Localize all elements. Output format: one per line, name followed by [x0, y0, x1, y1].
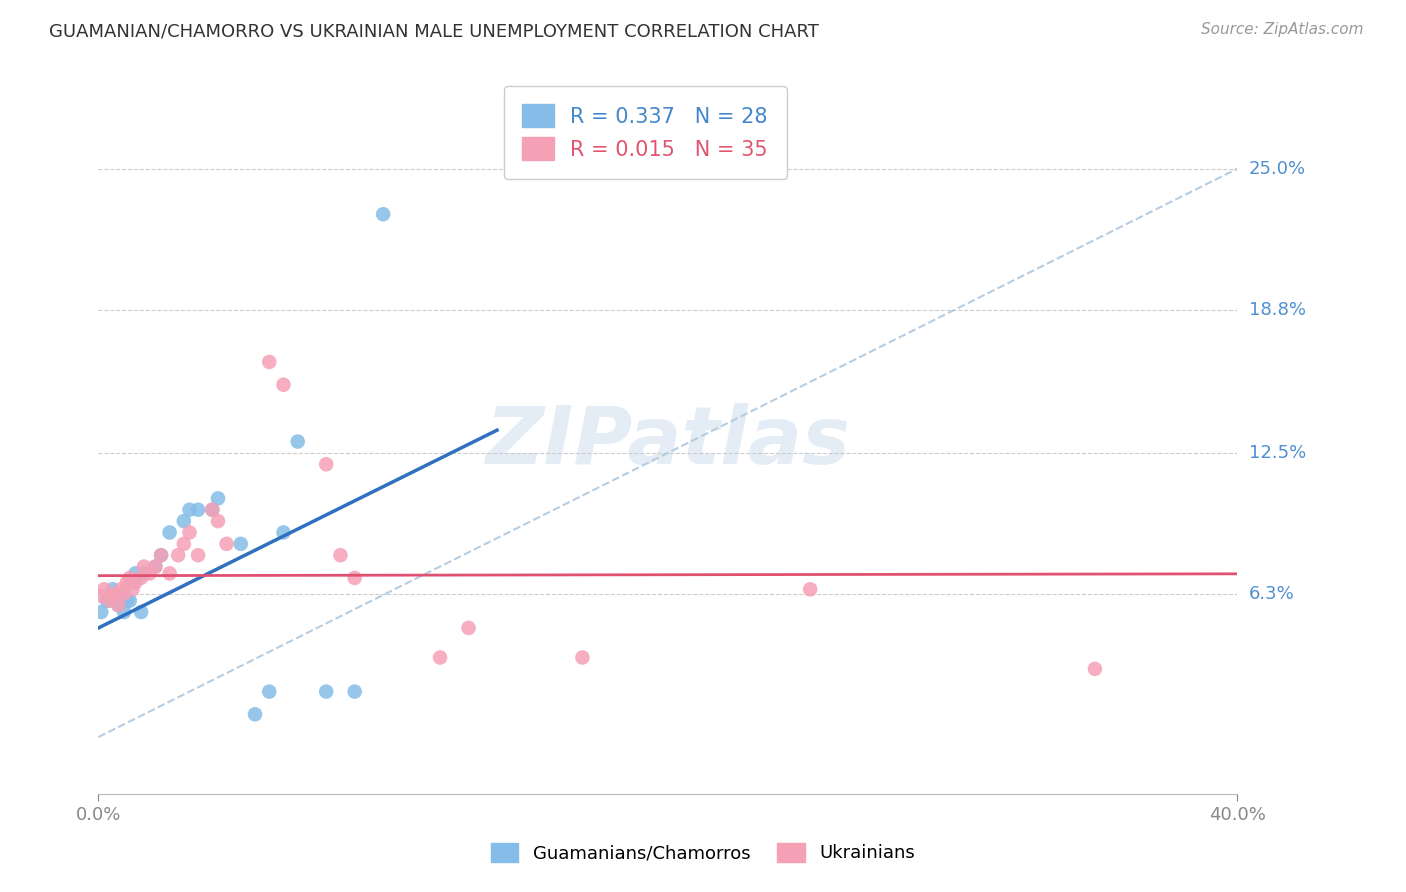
Point — [1084, 662, 1107, 676]
Point — [201, 502, 224, 516]
Point — [118, 571, 141, 585]
Text: Source: ZipAtlas.com: Source: ZipAtlas.com — [1201, 22, 1364, 37]
Point — [159, 525, 181, 540]
Point — [129, 605, 152, 619]
Point — [145, 559, 167, 574]
Point — [150, 548, 173, 562]
Point — [93, 582, 115, 597]
Point — [207, 491, 229, 506]
Text: ZIPatlas: ZIPatlas — [485, 402, 851, 481]
Point — [96, 593, 118, 607]
Point — [201, 502, 224, 516]
Point — [429, 650, 451, 665]
Point — [229, 537, 252, 551]
Point — [121, 582, 143, 597]
Point — [118, 593, 141, 607]
Point — [90, 589, 112, 603]
Point — [132, 559, 155, 574]
Text: GUAMANIAN/CHAMORRO VS UKRAINIAN MALE UNEMPLOYMENT CORRELATION CHART: GUAMANIAN/CHAMORRO VS UKRAINIAN MALE UNE… — [49, 22, 820, 40]
Point — [129, 571, 152, 585]
Point — [121, 575, 143, 590]
Point — [179, 525, 201, 540]
Point — [173, 514, 195, 528]
Text: 25.0%: 25.0% — [1249, 160, 1306, 178]
Point — [343, 684, 366, 698]
Point — [571, 650, 593, 665]
Point — [107, 598, 129, 612]
Point — [110, 589, 132, 603]
Point — [273, 525, 295, 540]
Point — [457, 621, 479, 635]
Point — [112, 605, 135, 619]
Point — [107, 598, 129, 612]
Point — [138, 566, 160, 581]
Point — [145, 559, 167, 574]
Point — [315, 457, 337, 471]
Point — [101, 582, 124, 597]
Point — [273, 377, 295, 392]
Point — [132, 566, 155, 581]
Legend: Guamanians/Chamorros, Ukrainians: Guamanians/Chamorros, Ukrainians — [484, 836, 922, 870]
Point — [124, 566, 146, 581]
Point — [159, 566, 181, 581]
Point — [259, 684, 281, 698]
Point — [187, 548, 209, 562]
Point — [115, 575, 138, 590]
Text: 6.3%: 6.3% — [1249, 585, 1295, 603]
Point — [315, 684, 337, 698]
Point — [112, 587, 135, 601]
Point — [115, 593, 138, 607]
Point — [287, 434, 309, 449]
Point — [110, 582, 132, 597]
Legend: R = 0.337   N = 28, R = 0.015   N = 35: R = 0.337 N = 28, R = 0.015 N = 35 — [503, 86, 786, 179]
Point — [150, 548, 173, 562]
Point — [243, 707, 266, 722]
Point — [799, 582, 821, 597]
Point — [167, 548, 190, 562]
Point — [215, 537, 238, 551]
Text: 12.5%: 12.5% — [1249, 444, 1306, 462]
Point — [104, 587, 127, 601]
Text: 18.8%: 18.8% — [1249, 301, 1306, 318]
Point — [343, 571, 366, 585]
Point — [90, 605, 112, 619]
Point — [187, 502, 209, 516]
Point — [173, 537, 195, 551]
Point — [179, 502, 201, 516]
Point — [329, 548, 352, 562]
Point — [207, 514, 229, 528]
Point — [98, 593, 121, 607]
Point — [124, 575, 146, 590]
Point — [373, 207, 395, 221]
Point — [101, 589, 124, 603]
Point — [259, 355, 281, 369]
